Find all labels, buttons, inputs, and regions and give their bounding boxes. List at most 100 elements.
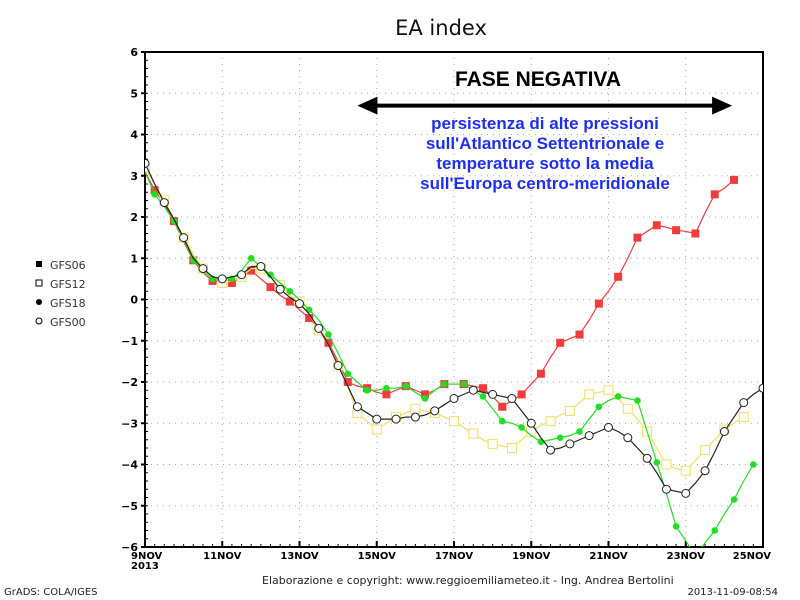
data-point [556,434,564,441]
series-gfs06 [145,171,739,411]
x-tick-label: 15NOV [358,551,397,562]
x-tick-label: 11NOV [203,551,242,562]
data-point [526,418,536,428]
data-point [517,390,526,399]
data-point [623,433,633,443]
y-tick-label: 1 [130,252,138,265]
data-point [672,226,681,235]
data-point [343,378,352,386]
data-point [179,233,189,243]
x-tick-year-label: 2013 [131,561,159,572]
data-point [305,314,314,323]
phase-arrow [357,96,733,115]
x-tick-label: 21NOV [589,551,628,562]
data-point [488,389,498,399]
data-point [410,412,420,422]
data-point [739,398,749,408]
data-point [633,233,642,242]
legend-label: GFS18 [50,297,86,310]
data-point [189,257,197,264]
data-point [584,389,595,400]
data-point [661,484,671,494]
note-line: persistenza di alte pressioni [431,114,659,133]
data-point [159,198,169,208]
filled-square-icon [34,259,50,272]
y-tick-label: 2 [130,211,138,224]
x-tick-label: 23NOV [667,551,706,562]
data-point [584,431,594,441]
y-tick-label: 0 [130,294,138,307]
phase-label: FASE NEGATIVA [454,68,622,91]
data-point [730,175,739,184]
data-point [285,297,294,306]
y-tick-label: −4 [121,459,138,472]
legend-item-gfs00: GFS00 [34,313,86,332]
note-line: temperature sotto la media [436,154,654,173]
data-point [506,443,517,453]
series-line [145,171,735,408]
data-point [344,370,352,378]
data-point [711,527,719,534]
x-tick-label: 25NOV [733,551,772,562]
data-point [449,394,459,403]
data-point [468,385,478,395]
y-tick-label: −6 [121,541,138,554]
data-point [363,386,371,394]
data-point [564,405,575,416]
note-line: sull'Europa centro-meridionale [420,174,670,193]
series-layer [145,158,763,547]
legend-label: GFS12 [50,278,86,291]
data-point [410,403,421,414]
data-point [247,254,255,262]
series-gfs18 [145,171,757,547]
data-point [286,287,294,295]
data-point [267,271,274,279]
data-point [738,412,749,423]
data-point [594,299,603,308]
data-point [604,422,613,432]
y-tick-label: 3 [130,170,138,183]
data-point [352,402,362,412]
x-tick-label: 19NOV [512,551,551,562]
data-point [565,439,575,449]
data-point [460,380,467,388]
data-point [402,382,410,390]
data-point [275,284,285,294]
data-point [622,403,633,414]
y-tick-label: −3 [121,417,138,430]
data-point [237,270,247,280]
data-point [498,402,507,411]
y-tick-label: 6 [130,46,138,59]
data-point [256,262,266,271]
data-point [575,330,584,339]
data-point [324,338,333,347]
data-point [217,274,227,284]
legend-label: GFS06 [50,259,86,272]
legend-item-gfs06: GFS06 [34,256,86,275]
data-point [430,406,440,416]
legend-label: GFS00 [50,316,86,329]
data-point [449,416,459,427]
data-point [382,390,391,399]
data-point [498,417,506,425]
data-point [642,453,652,463]
data-point [150,186,159,195]
open-square-icon [34,278,50,291]
copyright-credit: Elaborazione e copyright: www.reggioemil… [262,574,674,587]
series-line [145,171,754,547]
legend-item-gfs18: GFS18 [34,294,86,313]
data-point [700,445,711,456]
data-point [536,369,545,378]
data-point [198,264,208,274]
arrowhead-left-icon [357,96,378,115]
data-point [758,383,763,393]
data-point [372,414,382,424]
data-point [691,229,700,238]
x-tick-label: 13NOV [280,551,319,562]
y-tick-label: −1 [121,335,138,348]
chart-title: EA index [395,16,487,40]
arrowhead-right-icon [712,96,733,115]
filled-circle-icon [34,297,50,310]
data-point [730,496,738,503]
